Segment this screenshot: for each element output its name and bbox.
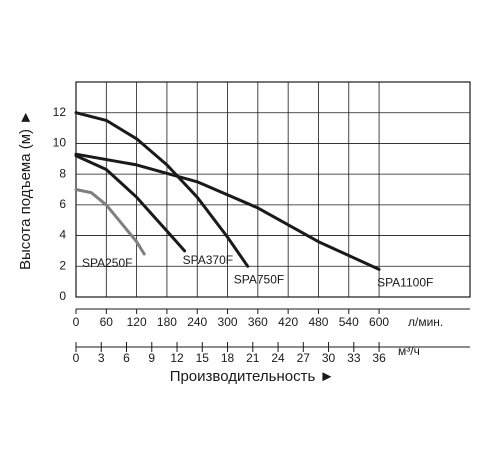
- x2-tick-label: 12: [170, 351, 184, 365]
- x-tick-label: 360: [248, 315, 268, 329]
- x2-tick-label: 21: [246, 351, 260, 365]
- y-tick-label: 2: [59, 258, 66, 272]
- x-tick-label: 240: [187, 315, 207, 329]
- series-label: SPA250F: [82, 256, 132, 270]
- x2-tick-label: 36: [372, 351, 386, 365]
- x2-unit: м³/ч: [398, 344, 420, 358]
- x2-tick-label: 24: [271, 351, 285, 365]
- y-tick-label: 10: [53, 136, 67, 150]
- y-tick-label: 12: [53, 105, 67, 119]
- plot-frame: [75, 81, 471, 298]
- x2-tick-label: 30: [322, 351, 336, 365]
- x-tick-label: 600: [369, 315, 389, 329]
- x2-tick-label: 9: [148, 351, 155, 365]
- x2-tick-label: 6: [123, 351, 130, 365]
- x-tick-label: 480: [308, 315, 328, 329]
- x2-tick-label: 33: [347, 351, 361, 365]
- x-tick-label: 300: [218, 315, 238, 329]
- x-tick-label: 60: [100, 315, 114, 329]
- x-axis-label: Производительность ►: [170, 368, 335, 385]
- x-tick-label: 180: [157, 315, 177, 329]
- y-tick-label: 0: [59, 289, 66, 303]
- series-line: [74, 111, 250, 268]
- series-label: SPA1100F: [377, 276, 433, 290]
- x2-tick-label: 15: [196, 351, 210, 365]
- x2-tick-label: 18: [221, 351, 235, 365]
- y-tick-label: 4: [59, 228, 66, 242]
- series-line: [74, 188, 146, 256]
- series-line: [74, 152, 381, 271]
- series-label: SPA750F: [234, 272, 284, 286]
- x-tick-label: 420: [278, 315, 298, 329]
- x2-tick-label: 27: [297, 351, 311, 365]
- x-unit: л/мин.: [408, 315, 443, 329]
- y-tick-label: 8: [59, 166, 66, 180]
- x2-tick-label: 3: [98, 351, 105, 365]
- y-axis-label: Высота подъема (м) ►: [17, 110, 34, 270]
- y-tick-label: 6: [59, 197, 66, 211]
- x-tick-label: 540: [339, 315, 359, 329]
- x-tick-label: 120: [127, 315, 147, 329]
- series-label: SPA370F: [183, 253, 233, 267]
- x-tick-label: 0: [73, 315, 80, 329]
- x2-tick-label: 0: [73, 351, 80, 365]
- series-line: [74, 154, 187, 253]
